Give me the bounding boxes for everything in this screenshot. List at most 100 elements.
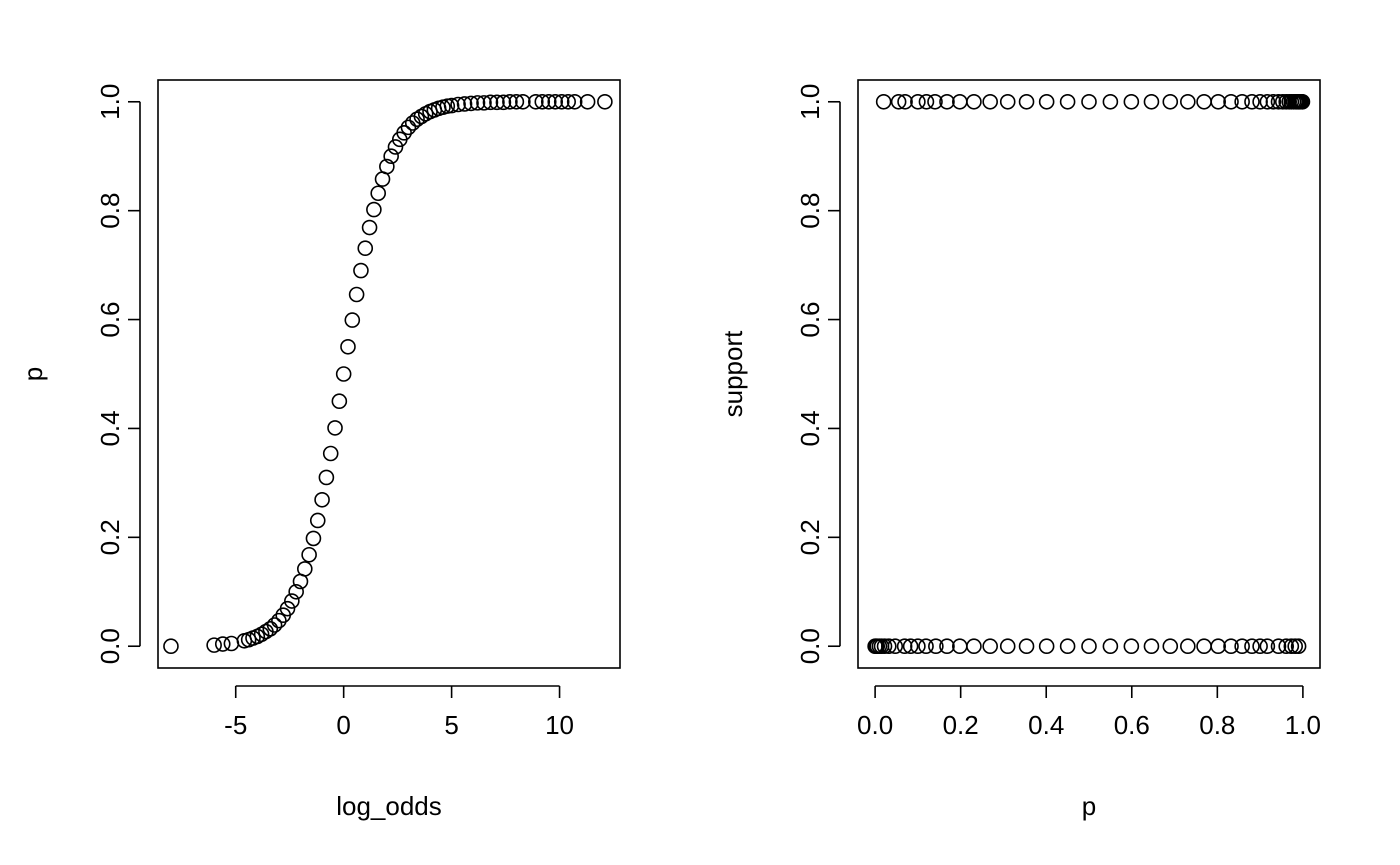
data-point (271, 612, 287, 629)
data-point (409, 111, 425, 127)
data-point (890, 93, 907, 110)
data-point (910, 93, 926, 110)
data-point (887, 638, 904, 655)
x-tick-label: 0.2 (943, 710, 979, 740)
x-tick-label: 10 (545, 710, 574, 740)
data-point (495, 94, 512, 111)
data-point (443, 97, 460, 114)
data-point (1123, 93, 1140, 110)
data-point (1081, 638, 1097, 655)
data-point (489, 94, 505, 111)
data-point (344, 312, 361, 328)
data-point (379, 158, 395, 175)
data-point (305, 530, 322, 547)
data-point (560, 93, 576, 110)
data-point (1143, 93, 1160, 110)
data-point (534, 93, 551, 110)
data-point (297, 561, 313, 577)
data-point (939, 93, 955, 110)
data-point (982, 93, 998, 110)
data-point (528, 93, 544, 110)
data-point (1038, 638, 1055, 655)
data-point (322, 445, 339, 462)
data-point (927, 93, 943, 110)
y-tick-label: 0.2 (795, 519, 825, 555)
data-point (1180, 638, 1196, 655)
data-point (1210, 638, 1226, 655)
data-point (1038, 93, 1055, 110)
data-point (262, 620, 279, 637)
data-point (952, 638, 968, 655)
data-point (966, 638, 982, 655)
data-point (566, 93, 583, 110)
data-point (540, 93, 557, 110)
data-point (966, 93, 982, 110)
data-point (348, 286, 365, 303)
data-point (982, 638, 998, 655)
data-point (1252, 638, 1268, 655)
data-point (939, 638, 955, 655)
data-point (1059, 638, 1076, 655)
data-point (253, 626, 270, 643)
data-point (1244, 638, 1260, 655)
data-point (1196, 93, 1212, 110)
data-point (366, 201, 382, 218)
data-point (1162, 638, 1179, 655)
data-point (1123, 638, 1140, 655)
data-point (1244, 93, 1260, 110)
data-point (1294, 93, 1311, 110)
data-points (163, 93, 613, 655)
y-tick-label: 0.0 (95, 628, 125, 664)
data-point (902, 638, 919, 655)
x-tick-label: -5 (224, 710, 247, 740)
data-point (553, 93, 570, 110)
data-point (1270, 93, 1287, 110)
plot-panel-2: 0.0 0.2 0.4 0.6 0.8 1.0 0.0 0.2 0.4 0.6 0.8 1.0 p sup… (718, 79, 1321, 821)
data-point (1259, 638, 1276, 655)
data-point (880, 638, 897, 655)
data-point (999, 93, 1016, 110)
data-point (214, 636, 231, 652)
data-point (1223, 93, 1239, 110)
data-point (1162, 93, 1179, 110)
x-axis-title: log_odds (336, 791, 442, 821)
data-point (508, 93, 525, 110)
data-point (476, 95, 492, 111)
data-point (1102, 638, 1119, 655)
data-point (335, 366, 352, 382)
data-point (515, 93, 531, 110)
x-tick-label: 0.0 (857, 710, 893, 740)
data-point (301, 546, 317, 563)
data-point (897, 93, 913, 110)
data-point (387, 139, 404, 155)
data-point (223, 635, 240, 652)
data-point (1234, 93, 1250, 110)
data-point (502, 93, 518, 110)
y-tick-label: 1.0 (95, 84, 125, 120)
x-tick-label: 0.4 (1028, 710, 1064, 740)
data-point (413, 108, 430, 125)
y-tick-label: 0.6 (95, 301, 125, 337)
data-point (400, 119, 417, 136)
data-point (1180, 93, 1196, 110)
x-tick-label: 0.8 (1199, 710, 1235, 740)
data-point (918, 93, 935, 110)
data-point (361, 219, 378, 236)
data-point (1290, 638, 1307, 655)
data-point (910, 638, 926, 655)
data-point (357, 240, 374, 257)
y-tick-label: 1.0 (795, 84, 825, 120)
x-tick-label: 0 (336, 710, 350, 740)
data-point (1081, 93, 1097, 110)
y-axis-title: p (18, 367, 48, 381)
data-point (340, 338, 356, 355)
data-point (1018, 638, 1035, 655)
data-point (547, 93, 564, 110)
plot-panel-1: -5 0 5 10 0.0 0.2 0.4 0.6 0.8 1.0 log_odds p (18, 79, 621, 821)
data-point (1210, 93, 1226, 110)
data-point (1196, 638, 1212, 655)
data-point (876, 638, 893, 655)
x-axis-title: p (1082, 791, 1096, 821)
data-point (1059, 93, 1076, 110)
